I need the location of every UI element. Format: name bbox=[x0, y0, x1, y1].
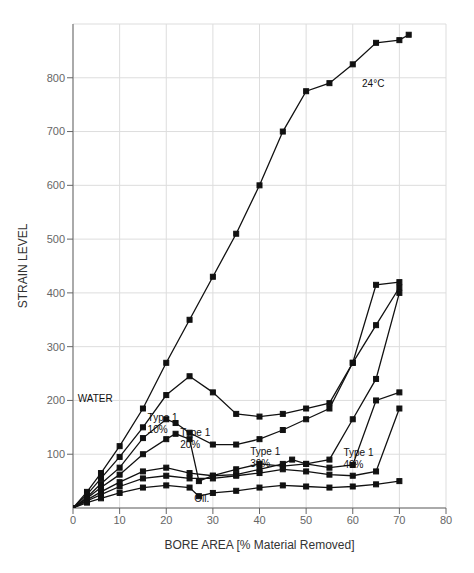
svg-text:40: 40 bbox=[253, 514, 265, 526]
svg-text:0: 0 bbox=[70, 514, 76, 526]
svg-text:100: 100 bbox=[47, 448, 65, 460]
svg-text:50: 50 bbox=[300, 514, 312, 526]
svg-text:300: 300 bbox=[47, 341, 65, 353]
svg-text:200: 200 bbox=[47, 394, 65, 406]
svg-text:STRAIN LEVEL: STRAIN LEVEL bbox=[16, 223, 30, 308]
svg-text:Oil.: Oil. bbox=[194, 494, 209, 505]
svg-text:10: 10 bbox=[114, 514, 126, 526]
svg-text:Type 130%: Type 130% bbox=[250, 446, 280, 469]
svg-text:500: 500 bbox=[47, 233, 65, 245]
svg-text:700: 700 bbox=[47, 125, 65, 137]
svg-text:Type 140%: Type 140% bbox=[343, 447, 373, 470]
svg-text:800: 800 bbox=[47, 72, 65, 84]
svg-text:24°C: 24°C bbox=[362, 78, 384, 89]
svg-text:Type 110%: Type 110% bbox=[148, 412, 178, 435]
svg-text:20: 20 bbox=[160, 514, 172, 526]
svg-text:400: 400 bbox=[47, 287, 65, 299]
svg-text:30: 30 bbox=[207, 514, 219, 526]
svg-text:Type 120%: Type 120% bbox=[180, 428, 210, 451]
svg-text:WATER: WATER bbox=[78, 394, 113, 405]
svg-text:600: 600 bbox=[47, 179, 65, 191]
svg-text:70: 70 bbox=[393, 514, 405, 526]
svg-text:BORE AREA [% Material Removed]: BORE AREA [% Material Removed] bbox=[164, 538, 354, 552]
svg-text:60: 60 bbox=[347, 514, 359, 526]
svg-text:80: 80 bbox=[440, 514, 452, 526]
